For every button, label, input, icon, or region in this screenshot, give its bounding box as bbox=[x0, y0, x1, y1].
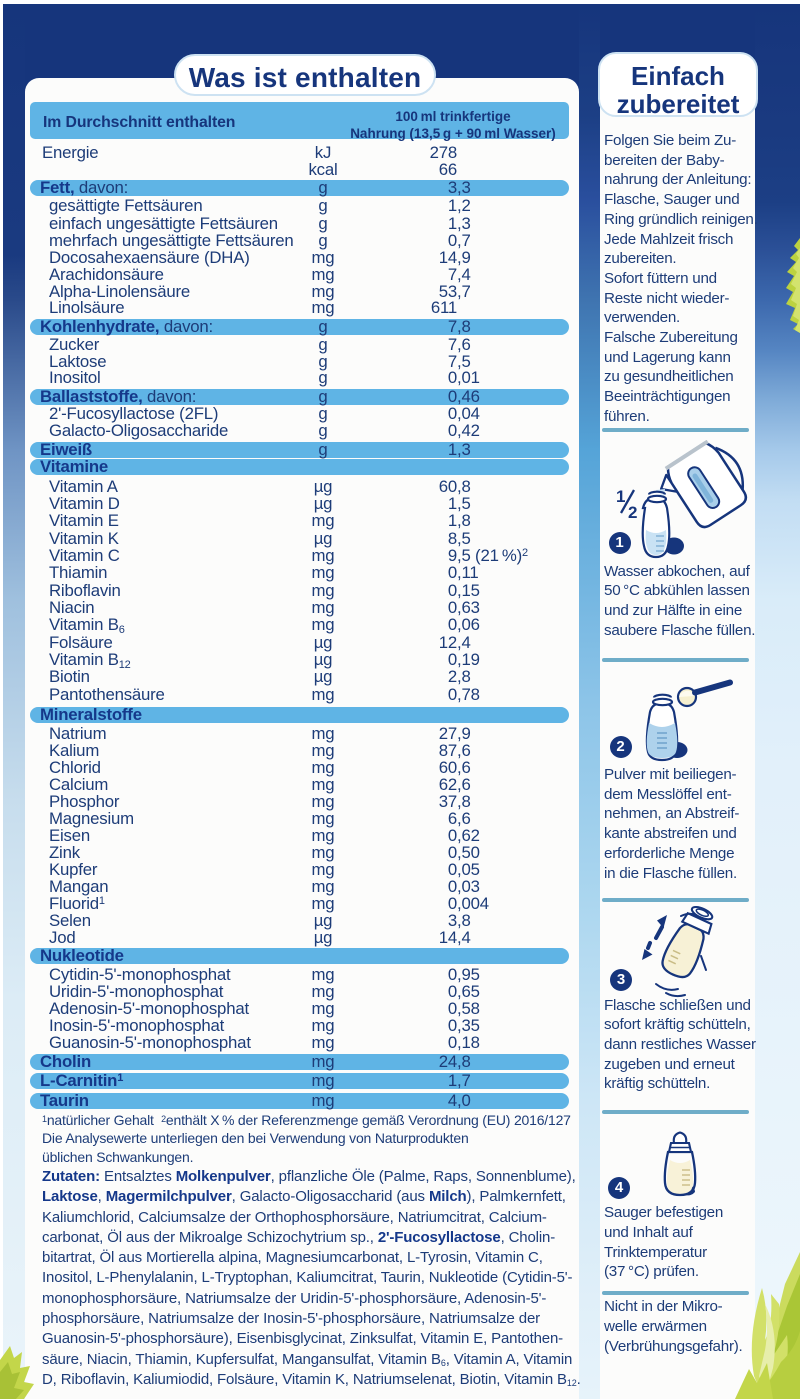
svg-text:1: 1 bbox=[616, 487, 625, 506]
svg-text:2: 2 bbox=[628, 503, 637, 522]
